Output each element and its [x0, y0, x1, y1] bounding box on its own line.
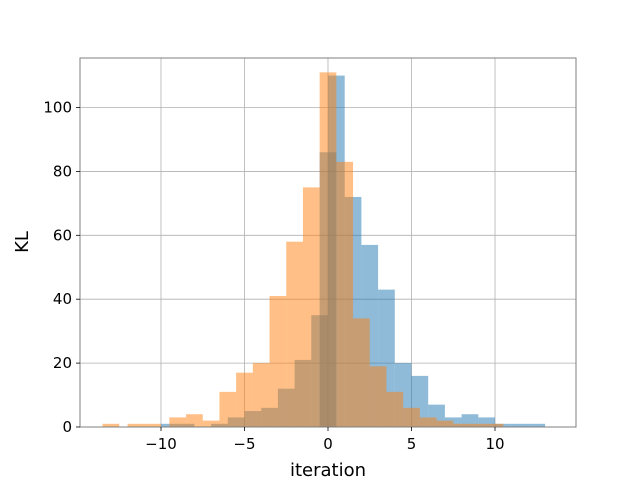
- y-tick-label: 60: [53, 226, 72, 244]
- x-tick-label: 5: [407, 435, 417, 453]
- histogram-bar-series-2: [486, 423, 504, 427]
- histogram-bar-series-1: [528, 423, 546, 427]
- x-tick-label: 10: [485, 435, 504, 453]
- x-tick-label: 0: [323, 435, 333, 453]
- histogram-bar-series-2: [319, 72, 337, 428]
- histogram-bar-series-2: [169, 417, 187, 427]
- x-axis-label: iteration: [290, 460, 366, 480]
- y-axis-label: KL: [12, 231, 33, 253]
- y-tick-label: 0: [62, 418, 72, 436]
- histogram-bar-series-2: [219, 391, 237, 427]
- y-tick-label: 20: [53, 354, 72, 372]
- histogram-bar-series-2: [236, 372, 253, 427]
- histogram-bar-series-2: [286, 241, 303, 427]
- histogram-bar-series-2: [403, 407, 420, 427]
- histogram-bar-series-2: [469, 423, 487, 427]
- histogram-bar-series-2: [336, 161, 354, 427]
- histogram-bar-series-2: [353, 318, 370, 427]
- histogram-bar-series-1: [478, 417, 496, 427]
- histogram-bar-series-2: [369, 366, 387, 427]
- histogram-bar-series-2: [144, 423, 161, 427]
- histogram-bar-series-2: [436, 420, 454, 427]
- histogram-bar-series-2: [302, 187, 320, 427]
- histogram-bar-series-2: [127, 423, 145, 427]
- x-tick-label: −5: [233, 435, 255, 453]
- histogram-bar-series-2: [102, 423, 120, 427]
- histogram-bar-series-2: [252, 363, 270, 427]
- histogram-bar-series-2: [419, 417, 437, 427]
- histogram-bar-series-2: [269, 296, 287, 427]
- histogram-bar-series-2: [186, 414, 203, 427]
- y-tick-label: 80: [53, 162, 72, 180]
- y-tick-label: 40: [53, 290, 72, 308]
- bars-layer: [102, 72, 546, 428]
- y-tick-label: 100: [43, 99, 72, 117]
- histogram-bar-series-2: [202, 420, 220, 427]
- histogram-bar-series-2: [386, 391, 404, 427]
- x-tick-label: −10: [145, 435, 177, 453]
- histogram-bar-series-1: [511, 423, 529, 427]
- histogram-bar-series-1: [461, 414, 479, 427]
- histogram-bar-series-2: [453, 423, 470, 427]
